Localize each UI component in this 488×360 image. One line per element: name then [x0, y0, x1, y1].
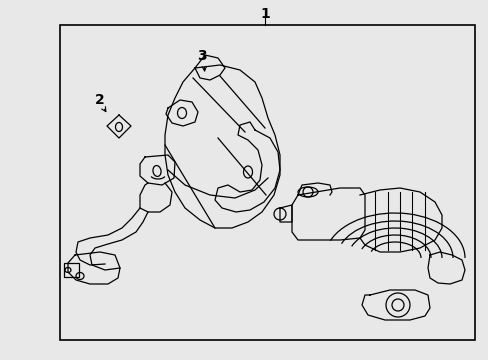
- Bar: [64, 263, 79, 277]
- Text: 3: 3: [197, 49, 206, 63]
- Text: 1: 1: [260, 7, 269, 21]
- Text: 2: 2: [95, 93, 104, 107]
- Bar: [60, 25, 474, 340]
